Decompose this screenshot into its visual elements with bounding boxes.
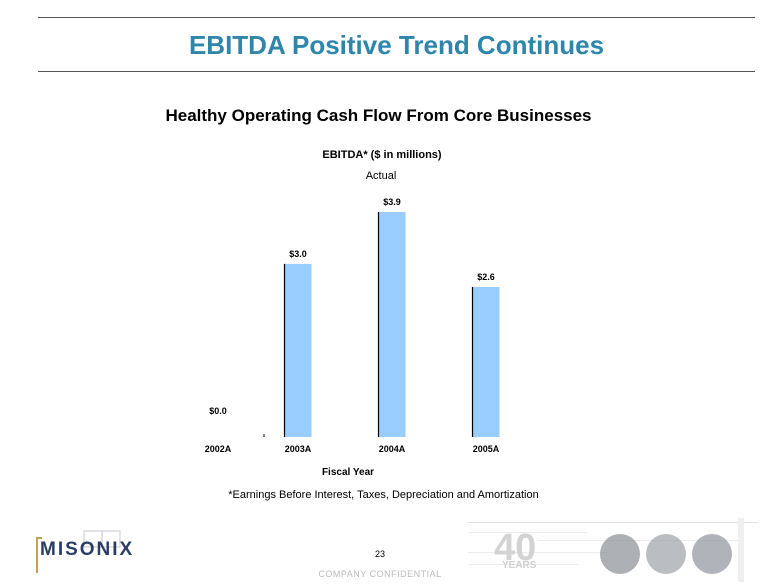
slide-title: EBITDA Positive Trend Continues [188,30,605,60]
slide-subtitle: Healthy Operating Cash Flow From Core Bu… [165,106,592,125]
page-number: 23 [374,549,385,559]
category-ticks-layer: 2002A 2003A 2004A 2005A [205,434,500,454]
anniversary-number: 40 [494,527,536,569]
data-label-2005A: $2.6 [477,272,495,282]
data-labels-layer: $0.0 $3.0 $3.9 $2.6 [209,197,495,416]
ebitda-bar-chart: EBITDA* ($ in millions) Actual $0.0$3.0$… [205,149,500,478]
bars-layer [283,212,500,437]
chart-subtitle: Actual [366,170,397,182]
footnote: *Earnings Before Interest, Taxes, Deprec… [228,489,539,501]
category-label-2003A: 2003A [285,444,312,454]
category-label-2005A: 2005A [473,444,500,454]
logo-mark-icon [83,530,121,548]
product-photo-1-icon [600,534,640,574]
logo-text: MISONIX [40,539,135,560]
anniversary-banner-art: 40 YEARS [468,518,758,582]
bar-2003A [284,263,312,437]
product-photo-2-icon [646,534,686,574]
anniversary-word: YEARS [502,560,537,571]
title-underline [38,71,755,72]
top-rule [38,17,755,18]
x-axis-label: Fiscal Year [322,467,374,478]
product-photo-3-icon [692,534,732,574]
misonix-logo: MISONIX [36,527,166,577]
category-label-2004A: 2004A [379,444,406,454]
data-label-2003A: $3.0 [289,249,307,259]
data-label-2004A: $3.9 [383,197,401,207]
chart-title: EBITDA* ($ in millions) [322,149,442,161]
bar-2004A [378,212,406,437]
logo-bracket-icon [36,537,42,573]
confidential-label: COMPANY CONFIDENTIAL [318,569,442,579]
data-label-2002A: $0.0 [209,406,227,416]
category-label-2002A: 2002A [205,444,232,454]
bar-2005A [472,287,500,437]
